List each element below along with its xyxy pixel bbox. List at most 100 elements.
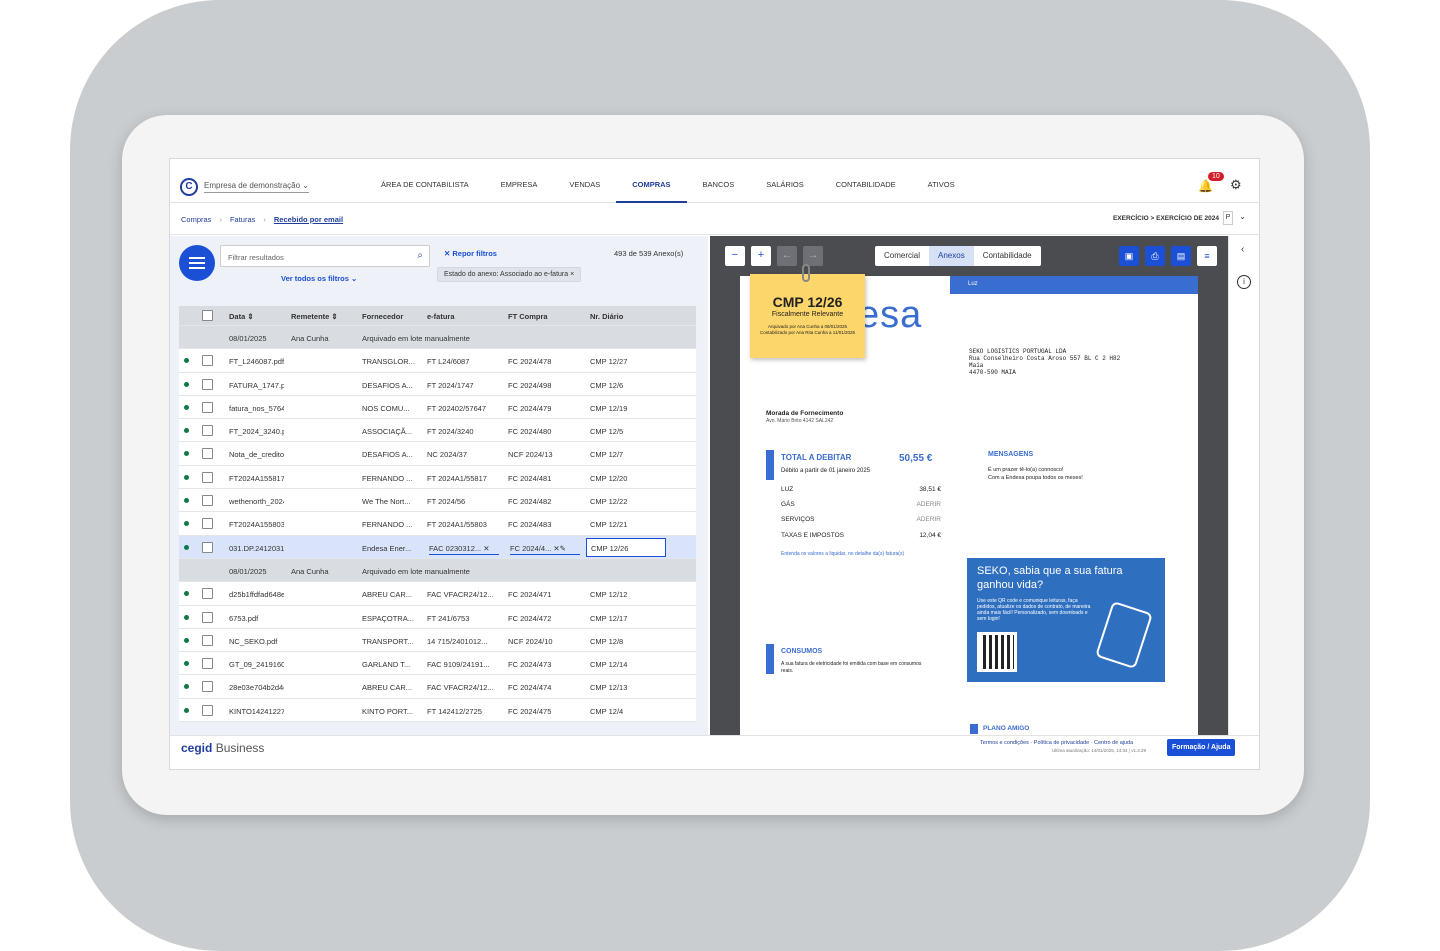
row-checkbox[interactable] [202,658,213,670]
print-icon[interactable]: ⎙ [1145,246,1165,266]
row-checkbox[interactable] [202,355,213,367]
select-all-checkbox[interactable] [202,310,213,321]
breadcrumb-current[interactable]: Recebido por email [273,215,344,224]
file-name[interactable]: NC_SEKO.pdf [229,636,278,646]
promo-title: SEKO, sabia que a sua fatura ganhou vida… [977,565,1123,591]
file-name[interactable]: 031.DP.24120310131503699... [229,543,284,553]
viewer-tab[interactable]: Anexos [929,246,974,266]
row-checkbox[interactable] [202,471,213,483]
footer-links[interactable]: Termos e condições · Política de privaci… [980,740,1134,746]
supplier-name: TRANSGLOR... [362,357,415,367]
table-row[interactable]: FT_2024_3240.pdf ASSOCIAÇÃ... FT 2024/3240… [179,419,696,443]
nav-item[interactable]: CONTABILIDADE [835,180,896,189]
file-name[interactable]: d25b1ffdfad648eaba539e37... [229,590,284,600]
file-name[interactable]: FT_2024_3240.pdf [229,427,284,437]
table-row[interactable]: Nota_de_credito_37.pdf DESAFIOS A... NC 20… [179,442,696,466]
bell-icon[interactable]: 🔔 [1198,179,1213,193]
list-icon[interactable]: ≡ [1197,246,1217,266]
file-name[interactable]: 6753.pdf [229,613,259,623]
table-row[interactable]: 28e03e704b2d4dc1b24a463... ABREU CAR... FA… [179,675,696,699]
sticky-subtitle: Fiscalmente Relevante [771,311,844,318]
supplier-name: DESAFIOS A... [362,380,413,390]
table-row[interactable]: KINTO1424122725.pdf KINTO PORT... FT 14241… [179,698,696,723]
nav-item[interactable]: EMPRESA [500,180,538,189]
row-checkbox[interactable] [202,448,213,460]
file-name[interactable]: GT_09_2419160959_FAC_ORI... [229,660,284,670]
file-name[interactable]: wethenorth_202456.pdf [229,497,284,507]
table-row[interactable]: wethenorth_202456.pdf We The Nort... FT 20… [179,489,696,513]
table-row[interactable]: fatura_nos_57647.pdf NOS COMU... FT 202402… [179,395,696,420]
row-checkbox[interactable] [202,704,213,716]
help-button[interactable]: Formação / Ajuda [1167,739,1236,756]
chevron-left-icon[interactable]: ‹ [1241,244,1245,255]
nav-item[interactable]: COMPRAS [616,181,687,203]
period-badge: P [1223,211,1233,225]
document-icon[interactable]: ▤ [1171,246,1191,266]
close-icon[interactable]: × [570,271,575,278]
nav-item[interactable]: VENDAS [569,180,601,189]
efatura-field[interactable]: FAC 0230312... ✕ [429,540,499,555]
info-icon[interactable]: i [1237,275,1251,289]
table-row[interactable]: NC_SEKO.pdf TRANSPORT... 14 715/2401012...… [179,628,696,653]
table-row[interactable]: GT_09_2419160959_FAC_ORI... GARLAND T... F… [179,652,696,676]
gear-icon[interactable]: ⚙ [1230,177,1242,192]
column-header[interactable]: Remetente ⇕ [291,312,338,321]
file-name[interactable]: fatura_nos_57647.pdf [229,403,284,413]
row-checkbox[interactable] [202,681,213,693]
clipboard-icon[interactable]: ▣ [1119,246,1139,266]
table-row[interactable]: FT_L246087.pdf TRANSGLOR... FT L24/6087 FC … [179,349,696,373]
row-checkbox[interactable] [202,425,213,437]
column-header[interactable]: Data ⇕ [229,312,254,321]
invoice-luz-label: Luz [968,281,978,287]
row-checkbox[interactable] [202,378,213,390]
see-all-filters-link[interactable]: Ver todos os filtros ⌄ [281,274,358,283]
nav-item[interactable]: BANCOS [702,180,735,189]
row-checkbox[interactable] [202,611,213,623]
ft-compra-field[interactable]: FC 2024/4... ✕✎ [510,540,580,555]
search-icon[interactable]: ⌕ [417,250,423,261]
row-checkbox[interactable] [202,634,213,646]
accounting-sticky-note[interactable]: CMP 12/26 Fiscalmente Relevante Arquivad… [750,264,865,358]
file-name[interactable]: 28e03e704b2d4dc1b24a463... [229,683,284,693]
menu-button[interactable] [179,245,215,281]
file-name[interactable]: FATURA_1747.pdf [229,380,284,390]
company-selector[interactable]: Empresa de demonstração ⌄ [204,181,309,193]
zoom-out-button[interactable]: − [725,246,745,266]
cegid-brand: cegid Business [181,741,264,755]
efatura-number: FT 2024A1/55803 [427,520,487,530]
table-row[interactable]: 6753.pdf ESPAÇOTRA... FT 241/6753 FC 2024/4… [179,605,696,629]
file-name[interactable]: Nota_de_credito_37.pdf [229,450,284,460]
search-input[interactable]: Filtrar resultados ⌕ [220,245,430,267]
reset-filters-button[interactable]: ✕ Repor filtros [444,249,497,258]
cegid-logo-icon[interactable]: C [180,178,198,196]
nav-item[interactable]: ATIVOS [927,180,955,189]
row-checkbox[interactable] [202,541,213,553]
filter-chip[interactable]: Estado do anexo: Associado ao e-fatura × [437,267,582,282]
file-name[interactable]: FT_L246087.pdf [229,357,284,367]
table-row[interactable]: FATURA_1747.pdf DESAFIOS A... FT 2024/1747… [179,372,696,396]
previous-button[interactable]: ← [777,246,797,266]
row-checkbox[interactable] [202,588,213,600]
table-row[interactable]: FT2024A155817Factura_no_... FERNANDO ... F… [179,465,696,490]
chevron-down-icon[interactable]: ⌄ [1239,212,1246,221]
next-button[interactable]: → [803,246,823,266]
exercicio-label[interactable]: EXERCÍCIO > EXERCÍCIO DE 2024 [1112,215,1219,222]
diary-number-field[interactable]: CMP 12/26 [586,537,666,557]
breadcrumb-faturas[interactable]: Faturas [229,215,256,224]
status-dot [184,521,189,527]
viewer-tab[interactable]: Comercial [884,251,921,260]
row-checkbox[interactable] [202,518,213,530]
viewer-tab[interactable]: Contabilidade [982,251,1032,260]
table-row[interactable]: FT2024A155803Factura_no_... FERNANDO ... F… [179,512,696,536]
zoom-in-button[interactable]: + [751,246,771,266]
table-row[interactable]: 031.DP.24120310131503699... Endesa Ener..… [179,535,696,559]
nav-item[interactable]: SALÁRIOS [766,180,804,189]
nav-item[interactable]: ÁREA DE CONTABILISTA [381,180,469,189]
file-name[interactable]: KINTO1424122725.pdf [229,706,284,716]
file-name[interactable]: FT2024A155817Factura_no_... [229,473,284,483]
table-row[interactable]: d25b1ffdfad648eaba539e37... ABREU CAR... F… [179,582,696,606]
row-checkbox[interactable] [202,401,213,413]
file-name[interactable]: FT2024A155803Factura_no_... [229,520,284,530]
breadcrumb-compras[interactable]: Compras [181,215,212,224]
row-checkbox[interactable] [202,495,213,507]
